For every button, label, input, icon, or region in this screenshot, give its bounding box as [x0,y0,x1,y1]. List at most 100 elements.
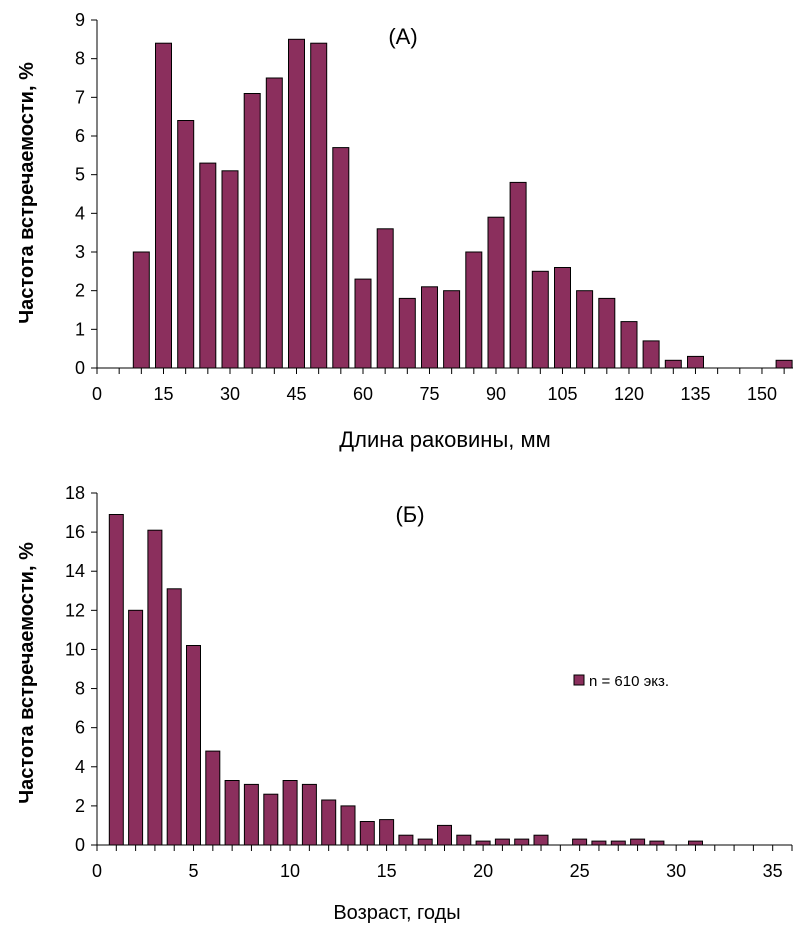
chart-b-title: (Б) [395,502,424,527]
chart-b-legend-swatch [573,674,585,686]
y-tick-label: 8 [75,49,85,69]
bar [465,251,483,369]
chart-a: (А) Частота встречаемости, % Длина раков… [16,10,793,452]
bar [630,838,646,846]
x-tick-label: 10 [280,861,300,881]
bar [199,162,217,369]
y-tick-label: 0 [75,358,85,378]
chart-b-y-axis-label: Частота встречаемости, % [16,542,38,804]
y-tick-label: 14 [65,561,85,581]
x-tick-label: 30 [220,384,240,404]
x-tick-label: 75 [419,384,439,404]
bar [421,286,438,369]
bar [265,77,283,369]
chart-b: (Б) Частота встречаемости, % Возраст, го… [16,483,793,924]
chart-a-x-axis-label: Длина раковины, мм [339,427,551,452]
chart-a-x-ticks: 0 15 30 45 60 75 90 105 120 135 150 [92,368,785,404]
y-tick-label: 2 [75,281,85,301]
bar [186,645,201,846]
bar [301,783,317,846]
bar [437,824,452,846]
chart-a-axes [96,20,793,369]
chart-b-x-axis-label: Возраст, годы [333,902,460,924]
x-tick-label: 30 [666,861,686,881]
bar [354,278,372,369]
chart-a-y-axis-label: Частота встречаемости, % [16,62,38,324]
bar [475,840,491,846]
y-tick-label: 3 [75,242,85,262]
y-tick-label: 2 [75,796,85,816]
bar [456,834,472,846]
bar [664,359,682,369]
bar [554,267,571,369]
x-tick-label: 15 [377,861,397,881]
bar [642,340,660,369]
bar [379,819,395,846]
bar [398,297,416,369]
bar [620,321,638,369]
bar [775,359,793,369]
bar [288,38,305,369]
y-tick-label: 4 [75,203,85,223]
x-tick-label: 60 [353,384,373,404]
bar [166,588,182,846]
bar [155,42,172,369]
x-tick-label: 45 [286,384,306,404]
x-tick-label: 20 [473,861,493,881]
bar [376,228,394,369]
bar [332,147,350,369]
x-tick-label: 150 [747,384,777,404]
y-tick-label: 0 [75,835,85,855]
bar [243,783,259,846]
x-tick-label: 105 [547,384,577,404]
bar [687,355,704,369]
y-tick-label: 10 [65,639,85,659]
x-tick-label: 5 [189,861,199,881]
y-tick-label: 9 [75,10,85,30]
bar [443,290,461,369]
y-tick-label: 8 [75,679,85,699]
bar [591,840,607,846]
bar [340,805,356,846]
bar [224,780,240,846]
bar [128,609,144,846]
chart-b-x-ticks: 0 5 10 15 20 25 30 35 [92,845,793,881]
bar [610,840,626,846]
bar [572,838,588,846]
x-tick-label: 135 [680,384,710,404]
bar [147,529,163,846]
y-tick-label: 18 [65,483,85,503]
bar [282,780,298,846]
bar [177,120,195,369]
chart-b-legend: n = 610 экз. [573,673,669,690]
x-tick-label: 0 [92,384,102,404]
bar [688,840,703,846]
bar [398,834,414,846]
bar [494,838,510,846]
bar [243,93,261,369]
y-tick-label: 12 [65,600,85,620]
chart-b-y-ticks: 0 2 4 6 8 10 12 14 16 18 [65,483,97,855]
chart-b-axes [96,493,792,846]
bar [221,170,239,369]
x-tick-label: 15 [153,384,173,404]
bar [108,514,124,846]
bar [598,297,616,369]
x-tick-label: 0 [92,861,102,881]
bar [514,838,530,846]
y-tick-label: 6 [75,126,85,146]
bar [359,821,375,846]
chart-a-title: (А) [388,24,417,49]
chart-a-y-ticks: 0 1 2 3 4 5 6 7 8 9 [75,10,97,378]
bar [509,181,527,369]
x-tick-label: 120 [614,384,644,404]
bar [321,799,337,846]
bar [132,251,150,369]
chart-b-legend-label: n = 610 экз. [589,673,669,690]
bar [205,750,221,846]
bar [487,216,505,369]
bar [531,270,549,369]
x-tick-label: 35 [763,861,783,881]
y-tick-label: 16 [65,522,85,542]
